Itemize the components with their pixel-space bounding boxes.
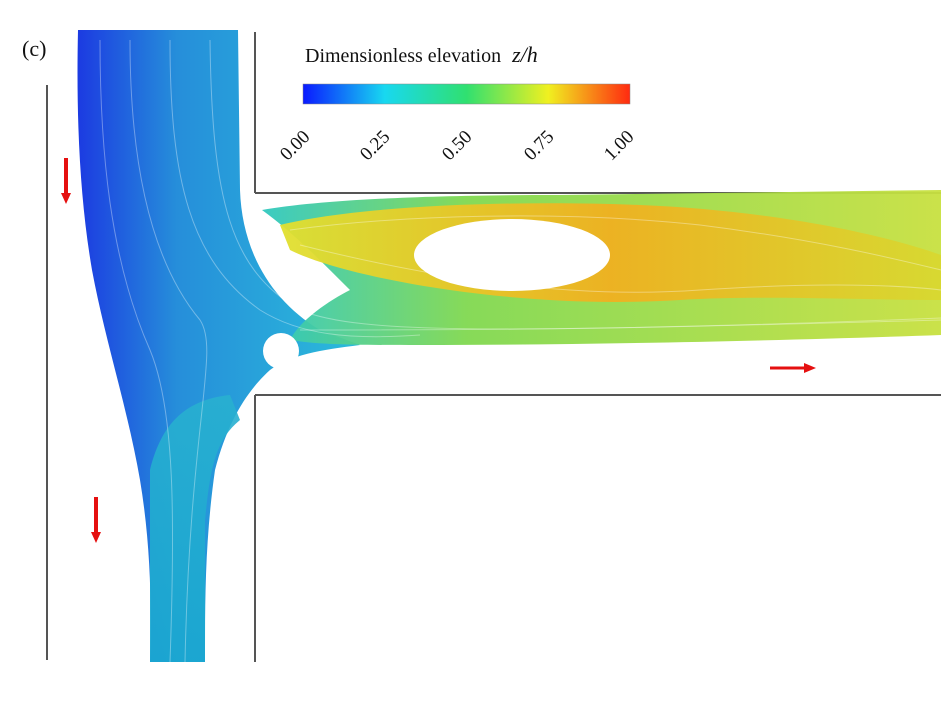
downward-arrow-lower <box>91 497 101 543</box>
lower-stream-band <box>150 395 240 662</box>
rightward-arrow <box>770 363 816 373</box>
streamlines <box>77 30 941 663</box>
colorbar-title: Dimensionless elevation z/h <box>305 42 538 68</box>
channel-walls <box>46 32 941 662</box>
colorbar-variable: z/h <box>512 42 538 67</box>
streamline-strokes <box>99 39 941 663</box>
colorbar-title-text: Dimensionless elevation <box>305 45 502 67</box>
downward-arrow-upper <box>61 158 71 204</box>
panel-label: (c) <box>22 36 47 61</box>
cylinder-obstacle <box>263 333 299 369</box>
colorbar <box>302 83 631 105</box>
flow-direction-arrows <box>61 158 816 543</box>
recirculation-core <box>414 219 610 291</box>
main-stream-band <box>77 30 360 662</box>
